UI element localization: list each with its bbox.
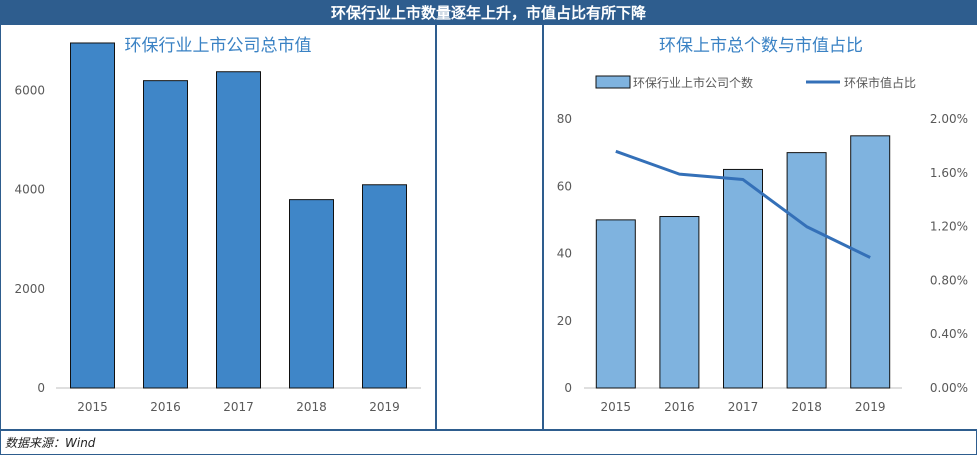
x-tick-label: 2015 (601, 400, 632, 414)
y-tick-label: 4000 (14, 183, 45, 197)
bar (362, 184, 407, 389)
y-right-tick-label: 2.00% (930, 112, 968, 126)
bar (850, 135, 891, 389)
legend-label: 环保市值占比 (844, 75, 916, 90)
y-left-tick-label: 0 (564, 381, 572, 395)
panel-gap (437, 25, 542, 429)
x-tick-label: 2018 (791, 400, 822, 414)
y-tick-label: 6000 (14, 84, 45, 98)
right-chart-panel: 环保上市总个数与市值占比环保行业上市公司个数 环保市值占比 0 20 40 60 80 0.0… (542, 25, 977, 429)
y-left-tick-label: 80 (557, 112, 572, 126)
left-chart-panel: 环保行业上市公司总市值 0 2000 4000 6000 2015 2016 2017 2018… (1, 25, 437, 429)
y-tick-label: 0 (37, 381, 45, 395)
y-right-tick-label: 1.20% (930, 220, 968, 234)
y-left-tick-label: 60 (557, 179, 572, 193)
y-right-tick-label: 0.80% (930, 273, 968, 287)
x-tick-label: 2019 (369, 400, 400, 414)
x-tick-label: 2016 (150, 400, 181, 414)
y-left-tick-label: 40 (557, 247, 572, 261)
bar (723, 168, 763, 389)
bar (70, 42, 115, 389)
bar (659, 216, 700, 389)
y-right-tick-label: 0.00% (930, 381, 968, 395)
x-tick-label: 2015 (77, 400, 108, 414)
legend-bar-swatch (595, 75, 631, 89)
x-tick-label: 2017 (728, 400, 759, 414)
bar (143, 80, 188, 389)
bar (216, 71, 261, 389)
series-line (615, 149, 871, 259)
data-source: 数据来源：Wind (5, 436, 96, 450)
page-title: 环保行业上市数量逐年上升，市值占比有所下降 (1, 1, 976, 25)
x-tick-label: 2017 (223, 400, 254, 414)
chart-title: 环保上市总个数与市值占比 (659, 36, 863, 56)
x-tick-label: 2018 (296, 400, 327, 414)
legend-label: 环保行业上市公司个数 (633, 75, 753, 90)
chart-title: 环保行业上市公司总市值 (125, 36, 312, 56)
market-cap-chart: 环保行业上市公司总市值 0 2000 4000 6000 2015 2016 2017 2018… (14, 36, 421, 414)
bar (786, 152, 827, 389)
y-right-tick-label: 0.40% (930, 327, 968, 341)
y-tick-label: 2000 (14, 282, 45, 296)
x-tick-label: 2019 (855, 400, 886, 414)
x-tick-label: 2016 (664, 400, 695, 414)
y-left-tick-label: 20 (557, 314, 572, 328)
y-right-tick-label: 1.60% (930, 166, 968, 180)
bar (289, 199, 334, 389)
bar (595, 219, 636, 389)
footer-divider (1, 429, 976, 431)
